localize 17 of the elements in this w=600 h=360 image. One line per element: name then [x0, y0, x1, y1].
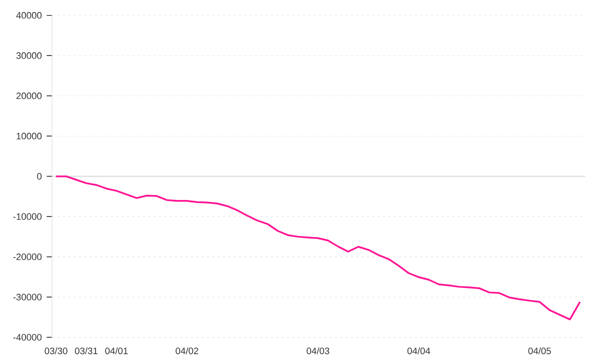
- x-tick-label: 04/01: [105, 347, 128, 354]
- y-tick-label: 10000: [16, 132, 42, 140]
- y-tick-label: -10000: [13, 213, 42, 220]
- y-tick-label: -30000: [13, 294, 42, 300]
- x-tick-label: 04/05: [528, 347, 551, 354]
- x-tick-label: 04/02: [176, 347, 198, 354]
- y-tick-label: -40000: [13, 334, 42, 341]
- y-tick-label: 20000: [16, 92, 42, 100]
- x-tick-label: 04/03: [306, 347, 330, 354]
- line-series: [55, 175, 581, 320]
- x-tick-label: 03/30: [44, 347, 68, 354]
- y-tick-label: 30000: [16, 52, 42, 59]
- y-tick-label: 0: [37, 173, 42, 180]
- x-tick-label: 03/31: [74, 347, 98, 354]
- x-tick-label: 04/04: [407, 347, 430, 354]
- y-tick-label: 40000: [16, 12, 42, 19]
- y-tick-label: -20000: [13, 254, 42, 260]
